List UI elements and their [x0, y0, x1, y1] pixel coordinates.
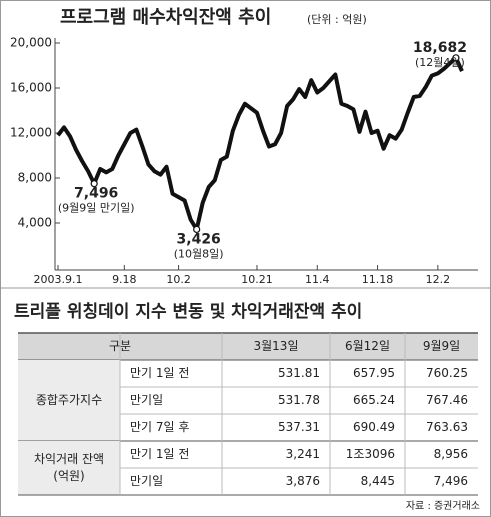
x-tick-label: 9.18: [112, 273, 137, 286]
table-cell: 767.46: [426, 393, 468, 407]
annotation-value: 3,426: [177, 231, 221, 247]
table-cell: 657.95: [353, 366, 395, 380]
annotation-dot: [90, 180, 98, 188]
table-cell: 만기 1일 전: [130, 366, 189, 380]
x-tick-label: 11.18: [362, 273, 394, 286]
table-cell: 537.31: [278, 420, 320, 434]
table-cell: 763.63: [426, 420, 468, 434]
table-cell: 531.78: [278, 393, 320, 407]
annotation-note: (12월4일): [415, 55, 465, 69]
chart-subtitle: (단위 : 억원): [307, 13, 367, 26]
annotation-value: 18,682: [413, 40, 467, 56]
table-cell: 만기일: [130, 393, 163, 407]
x-tick-label: 10.2: [166, 273, 191, 286]
table-title: 트리플 위칭데이 지수 변동 및 차익거래잔액 추이: [14, 302, 362, 322]
table-header-cell: 9월9일: [423, 339, 460, 353]
table-group-label: 종합주가지수: [36, 393, 102, 407]
table-cell: 3,876: [286, 474, 320, 488]
x-tick-label: 10.21: [241, 273, 273, 286]
table-cell: 665.24: [353, 393, 395, 407]
y-tick-label: 12,000: [10, 126, 52, 140]
table-cell: 8,445: [361, 474, 395, 488]
y-tick-label: 20,000: [10, 36, 52, 50]
table-cell: 760.25: [426, 366, 468, 380]
table-cell: 만기 1일 전: [130, 447, 189, 461]
table-group-label: (억원): [53, 469, 84, 483]
x-tick-label: 12.2: [426, 273, 451, 286]
table-header-cell: 3월13일: [254, 339, 299, 353]
table-group-label: 차익거래 잔액: [34, 452, 104, 466]
table-header-bg: [18, 333, 478, 360]
source: 자료 : 증권거래소: [406, 500, 480, 512]
table-cell: 8,956: [434, 447, 468, 461]
table-cell: 531.81: [278, 366, 320, 380]
table-cell: 1조3096: [346, 447, 395, 461]
y-tick-label: 8,000: [18, 171, 52, 185]
annotation-dot: [452, 54, 460, 62]
table-cell: 3,241: [286, 447, 320, 461]
x-tick-label: 2003.9.1: [34, 273, 83, 286]
annotation-dot: [193, 225, 201, 234]
annotation-note: (9월9일 만기일): [58, 201, 135, 215]
table-cell: 690.49: [353, 420, 395, 434]
table-cell: 만기 7일 후: [130, 420, 189, 434]
y-tick-label: 16,000: [10, 81, 52, 95]
annotation-note: (10월8일): [174, 246, 224, 260]
y-tick-label: 4,000: [18, 216, 52, 230]
chart-title: 프로그램 매수차익잔액 추이: [60, 7, 271, 28]
data-line: [56, 55, 464, 232]
table-cell: 7,496: [434, 474, 468, 488]
table-group-bg: [18, 441, 120, 495]
table-header-cell: 6월12일: [345, 339, 390, 353]
x-tick-label: 11.4: [305, 273, 330, 286]
table-cell: 만기일: [130, 474, 163, 488]
annotation-value: 7,496: [74, 186, 118, 202]
table-group-bg: [18, 360, 120, 441]
